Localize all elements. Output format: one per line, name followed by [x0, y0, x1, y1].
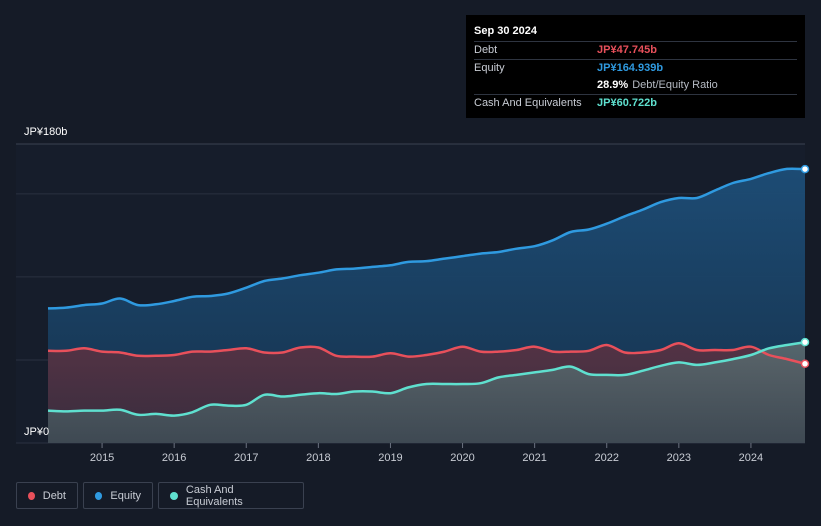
legend-item-debt[interactable]: Debt — [16, 482, 78, 509]
x-tick-label: 2019 — [378, 452, 402, 464]
equity-line — [47, 167, 806, 310]
legend-item-cash[interactable]: Cash And Equivalents — [158, 482, 304, 509]
equity-dot-icon — [95, 491, 103, 500]
tooltip-row-equity: Equity JP¥164.939b — [474, 59, 797, 77]
x-tick-label: 2020 — [450, 452, 474, 464]
tooltip-row-ratio: 28.9% Debt/Equity Ratio — [474, 77, 797, 94]
cash-dot-icon — [170, 491, 178, 500]
tooltip-equity-label: Equity — [474, 62, 505, 74]
tooltip-date: Sep 30 2024 — [474, 25, 537, 37]
legend-equity-label: Equity — [110, 489, 141, 502]
cash-line — [47, 340, 806, 417]
tooltip-debt-label: Debt — [474, 44, 498, 56]
tooltip-ratio-value: 28.9% — [597, 79, 629, 91]
x-axis-ticks: 2015 2016 2017 2018 2019 2020 2021 2022 2023 2024 — [90, 443, 763, 464]
x-tick-label: 2023 — [667, 452, 691, 464]
legend-item-equity[interactable]: Equity — [83, 482, 153, 509]
legend-cash-label: Cash And Equivalents — [185, 483, 243, 508]
y-axis-bottom-label: JP¥0 — [24, 426, 49, 438]
x-tick-label: 2017 — [234, 452, 258, 464]
debt-dot-icon — [28, 491, 35, 500]
tooltip-row-debt: Debt JP¥47.745b — [474, 41, 797, 59]
x-tick-label: 2018 — [306, 452, 330, 464]
tooltip-ratio-label: Debt/Equity Ratio — [632, 79, 718, 91]
tooltip-row-cash: Cash And Equivalents JP¥60.722b — [474, 94, 797, 112]
tooltip-equity-value: JP¥164.939b — [597, 62, 664, 74]
x-tick-label: 2016 — [162, 452, 186, 464]
series-lines — [47, 167, 806, 417]
x-tick-label: 2024 — [739, 452, 763, 464]
legend-debt-label: Debt — [42, 489, 66, 502]
tooltip-panel: Sep 30 2024 Debt JP¥47.745b Equity JP¥16… — [466, 15, 805, 118]
tooltip-debt-value: JP¥47.745b — [597, 44, 657, 56]
tooltip-cash-value: JP¥60.722b — [597, 97, 657, 109]
equity-endpoint — [800, 164, 810, 174]
cash-area — [48, 342, 805, 443]
x-tick-label: 2021 — [522, 452, 546, 464]
x-tick-label: 2015 — [90, 452, 114, 464]
cash-endpoint — [800, 337, 810, 347]
x-tick-label: 2022 — [594, 452, 618, 464]
debt-line — [47, 342, 806, 366]
y-axis-top-label: JP¥180b — [24, 126, 67, 138]
series-endpoints — [800, 164, 810, 369]
tooltip-cash-label: Cash And Equivalents — [474, 97, 582, 109]
debt-endpoint — [800, 359, 810, 369]
